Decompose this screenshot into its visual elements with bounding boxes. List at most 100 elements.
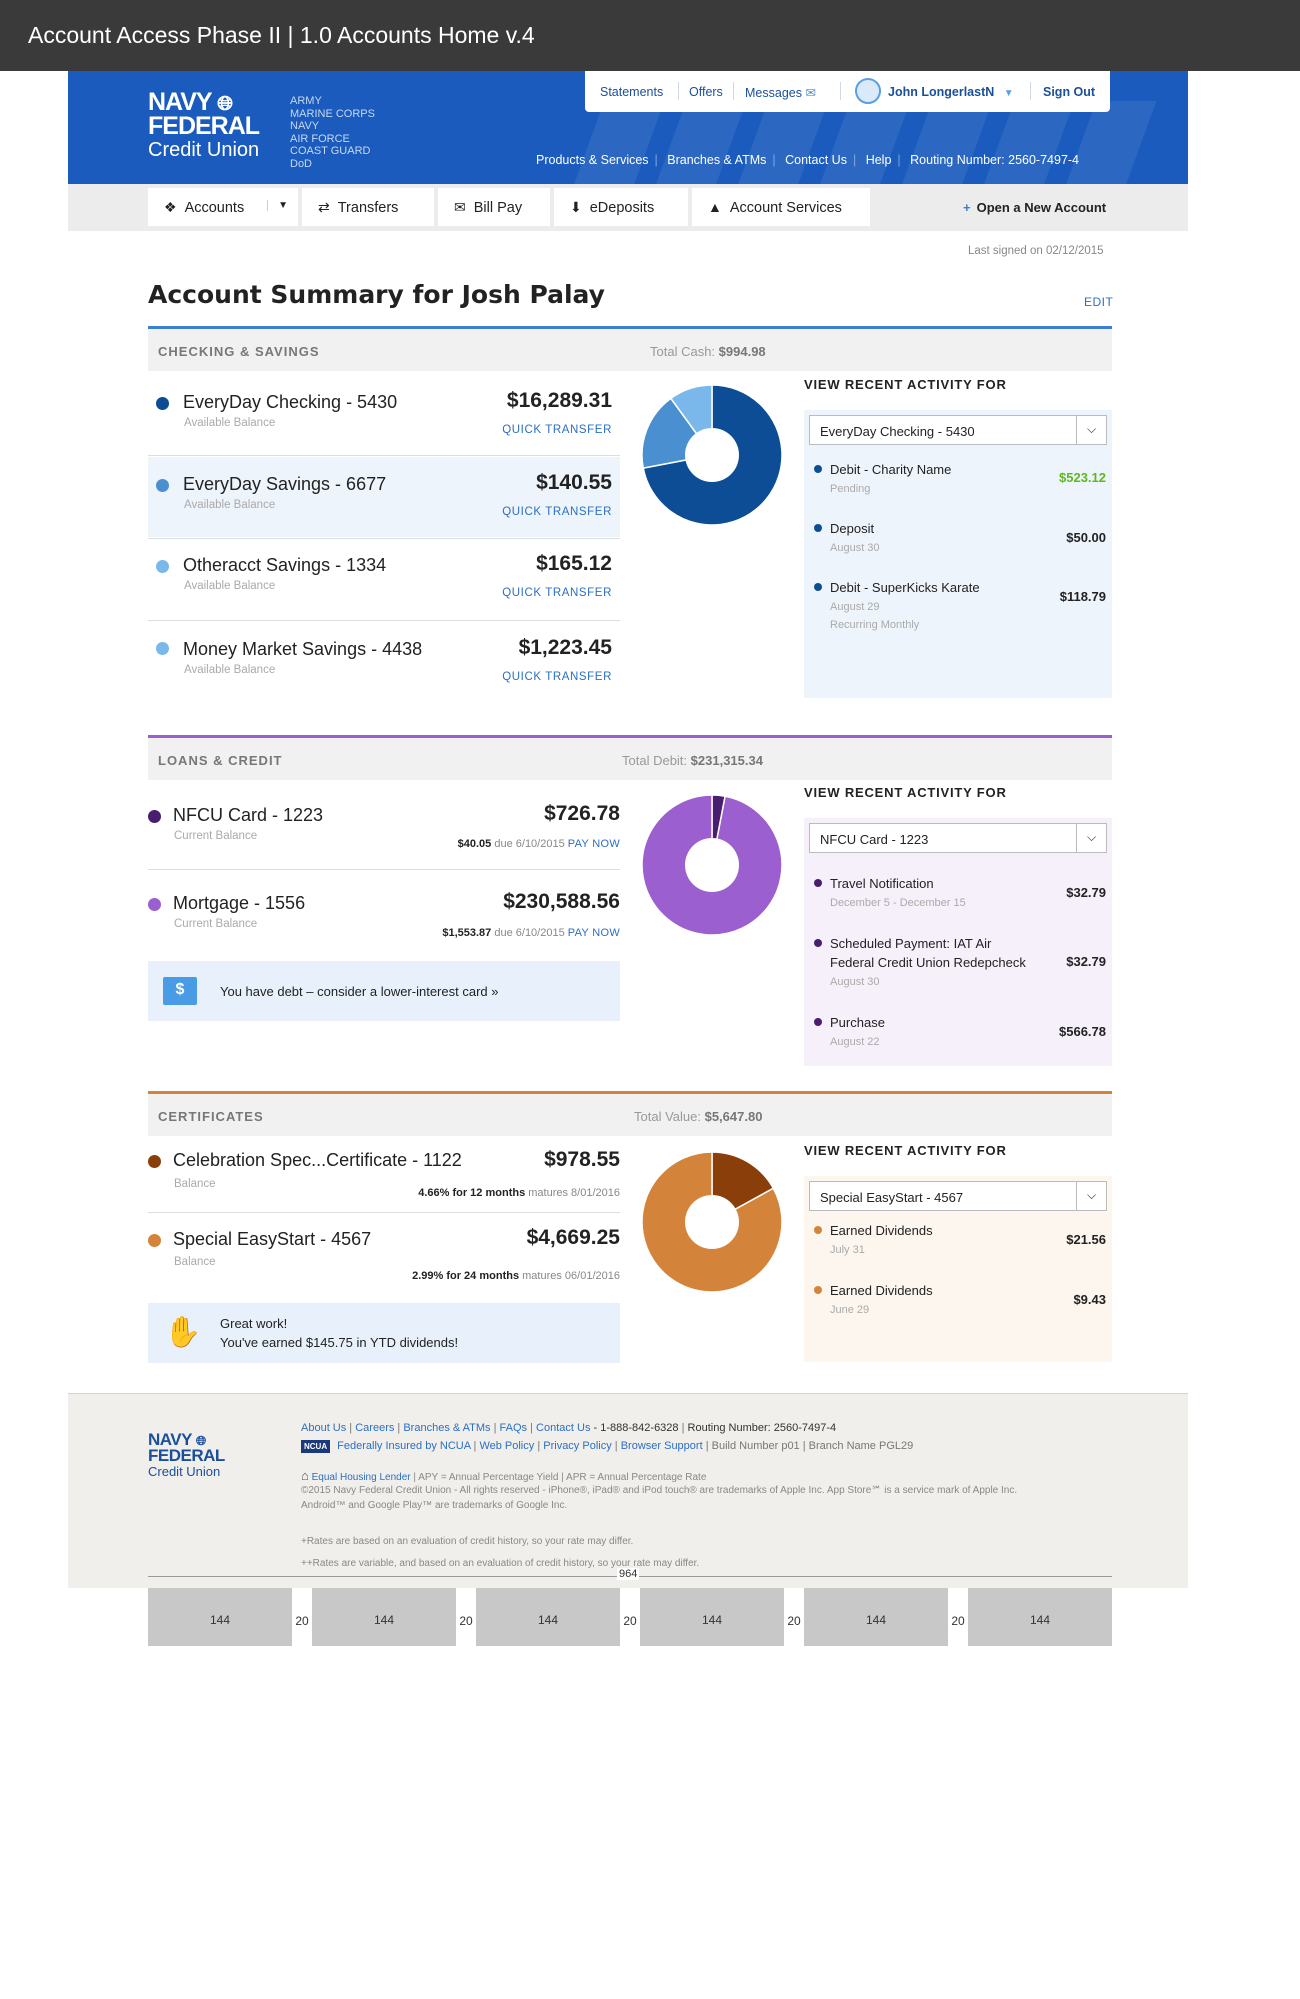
nfcu-logo[interactable]: NAVY 🌐︎ FEDERAL Credit Union: [148, 88, 260, 162]
account-row[interactable]: EveryDay Checking - 5430 Available Balan…: [148, 376, 620, 450]
account-row[interactable]: NFCU Card - 1223 Current Balance $726.78…: [148, 790, 620, 868]
grid-gutter: 20: [459, 1614, 473, 1628]
account-sub: Available Balance: [184, 664, 276, 676]
statements-link[interactable]: Statements: [600, 85, 664, 99]
account-sub: Current Balance: [174, 830, 258, 842]
account-amount: $1,223.45: [518, 636, 612, 659]
account-row[interactable]: EveryDay Savings - 6677 Available Balanc…: [148, 457, 620, 537]
activity-title: VIEW RECENT ACTIVITY FOR: [804, 1143, 1007, 1158]
account-row[interactable]: Special EasyStart - 4567 Balance $4,669.…: [148, 1214, 620, 1292]
contact-us-link[interactable]: Contact Us: [536, 1422, 591, 1434]
account-color-dot: [148, 1234, 161, 1247]
certificate-terms: 4.66% for 12 months matures 8/01/2016: [418, 1187, 620, 1199]
last-signed: Last signed on 02/12/2015: [968, 245, 1104, 257]
quick-transfer-link[interactable]: QUICK TRANSFER: [502, 587, 612, 599]
quick-transfer-link[interactable]: QUICK TRANSFER: [502, 671, 612, 683]
avatar[interactable]: [855, 78, 881, 104]
transfer-arrows-icon: ⇄: [318, 199, 330, 215]
envelope-icon: ✉: [454, 199, 466, 215]
debt-promo-banner[interactable]: $ You have debt – consider a lower-inter…: [148, 961, 620, 1021]
account-color-dot: [156, 642, 169, 655]
offers-link[interactable]: Offers: [689, 85, 723, 99]
account-color-dot: [156, 479, 169, 492]
browser-support-link[interactable]: Browser Support: [620, 1440, 703, 1452]
account-row[interactable]: Otheracct Savings - 1334 Available Balan…: [148, 540, 620, 618]
pay-now-link[interactable]: PAY NOW: [567, 838, 620, 850]
footer-note: +Rates are based on an evaluation of cre…: [301, 1536, 634, 1547]
account-amount: $4,669.25: [526, 1226, 620, 1249]
help-link[interactable]: Help: [865, 153, 892, 167]
tab-bill-pay[interactable]: ✉ Bill Pay: [438, 188, 550, 226]
edit-link[interactable]: EDIT: [1084, 295, 1114, 309]
chevron-down-icon[interactable]: ▼: [267, 200, 288, 211]
page-title: Account Summary for Josh Palay: [148, 280, 605, 309]
contact-us-link[interactable]: Contact Us: [785, 153, 847, 167]
quick-transfer-link[interactable]: QUICK TRANSFER: [502, 424, 612, 436]
careers-link[interactable]: Careers: [355, 1422, 395, 1434]
thumbs-up-icon: ✋: [164, 1316, 202, 1349]
equal-housing-link[interactable]: Equal Housing Lender: [311, 1472, 411, 1483]
checking-activity-panel: VIEW RECENT ACTIVITY FOR EveryDay Checki…: [804, 377, 1112, 698]
account-name[interactable]: EveryDay Checking - 5430: [183, 392, 398, 412]
account-name[interactable]: Special EasyStart - 4567: [173, 1229, 372, 1249]
section-divider: [148, 1091, 1112, 1094]
footer-copyright: ©2015 Navy Federal Credit Union - All ri…: [301, 1485, 1018, 1511]
promo-text[interactable]: You have debt – consider a lower-interes…: [220, 984, 499, 999]
section-label: CHECKING & SAVINGS: [158, 344, 320, 359]
tab-account-services[interactable]: ▲ Account Services: [692, 188, 870, 226]
activity-title: VIEW RECENT ACTIVITY FOR: [804, 785, 1007, 800]
footer-note: ++Rates are variable, and based on an ev…: [301, 1558, 700, 1569]
account-name[interactable]: NFCU Card - 1223: [173, 805, 324, 825]
account-name[interactable]: Celebration Spec...Certificate - 1122: [173, 1150, 462, 1170]
account-name[interactable]: Money Market Savings - 4438: [183, 639, 423, 659]
certificate-terms: 2.99% for 24 months matures 06/01/2016: [412, 1270, 620, 1282]
chevron-down-icon: ⌵: [1076, 1182, 1106, 1210]
quick-transfer-link[interactable]: QUICK TRANSFER: [502, 506, 612, 518]
messages-link[interactable]: Messages ✉: [745, 86, 816, 100]
chevron-down-icon: ⌵: [1076, 416, 1106, 444]
grid-column: 144: [148, 1588, 292, 1646]
user-menu[interactable]: John LongerlastN ▼: [888, 85, 1014, 99]
account-row[interactable]: Money Market Savings - 4438 Available Ba…: [148, 622, 620, 700]
account-sub: Balance: [174, 1256, 216, 1268]
tab-edeposits[interactable]: ⬇ eDeposits: [554, 188, 688, 226]
account-color-dot: [148, 1155, 161, 1168]
account-row[interactable]: Mortgage - 1556 Current Balance $230,588…: [148, 871, 620, 949]
activity-account-select[interactable]: EveryDay Checking - 5430 ⌵: [809, 415, 1107, 445]
grid-column: 144: [640, 1588, 784, 1646]
privacy-policy-link[interactable]: Privacy Policy: [543, 1440, 612, 1452]
account-name[interactable]: Mortgage - 1556: [173, 893, 306, 913]
activity-account-select[interactable]: NFCU Card - 1223 ⌵: [809, 823, 1107, 853]
site-footer: NAVY 🌐︎ FEDERAL Credit Union About Us | …: [68, 1393, 1188, 1588]
products-services-link[interactable]: Products & Services: [536, 153, 649, 167]
footer-links-row-1: About Us | Careers | Branches & ATMs | F…: [301, 1422, 837, 1434]
account-row[interactable]: Celebration Spec...Certificate - 1122 Ba…: [148, 1143, 620, 1221]
account-color-dot: [156, 560, 169, 573]
checking-savings-header: CHECKING & SAVINGS Total Cash: $994.98: [148, 329, 1112, 371]
pay-now-link[interactable]: PAY NOW: [567, 927, 620, 939]
account-color-dot: [156, 397, 169, 410]
account-sub: Available Balance: [184, 499, 276, 511]
house-icon: ⌂: [301, 1468, 309, 1483]
account-amount: $726.78: [544, 802, 620, 825]
tab-transfers[interactable]: ⇄ Transfers: [302, 188, 434, 226]
account-name[interactable]: EveryDay Savings - 6677: [183, 474, 387, 494]
service-bell-icon: ▲: [708, 199, 722, 215]
ncua-link[interactable]: Federally Insured by NCUA: [337, 1440, 471, 1452]
activity-account-select[interactable]: Special EasyStart - 4567 ⌵: [809, 1181, 1107, 1211]
payment-due: $40.05 due 6/10/2015 PAY NOW: [457, 838, 620, 850]
payment-due: $1,553.87 due 6/10/2015 PAY NOW: [442, 927, 620, 939]
sign-out-link[interactable]: Sign Out: [1043, 85, 1096, 99]
header-watermark: [571, 101, 1188, 184]
branches-atms-link[interactable]: Branches & ATMs: [667, 153, 767, 167]
faqs-link[interactable]: FAQs: [499, 1422, 528, 1434]
section-label: LOANS & CREDIT: [158, 753, 283, 768]
branches-atms-link[interactable]: Branches & ATMs: [403, 1422, 491, 1434]
grid-column: 144: [968, 1588, 1112, 1646]
account-name[interactable]: Otheracct Savings - 1334: [183, 555, 387, 575]
web-policy-link[interactable]: Web Policy: [479, 1440, 535, 1452]
open-new-account-link[interactable]: + Open a New Account: [963, 200, 1107, 215]
footer-logo[interactable]: NAVY 🌐︎ FEDERAL Credit Union: [148, 1430, 225, 1479]
tab-accounts[interactable]: ❖ Accounts ▼: [148, 188, 298, 226]
about-us-link[interactable]: About Us: [301, 1422, 347, 1434]
